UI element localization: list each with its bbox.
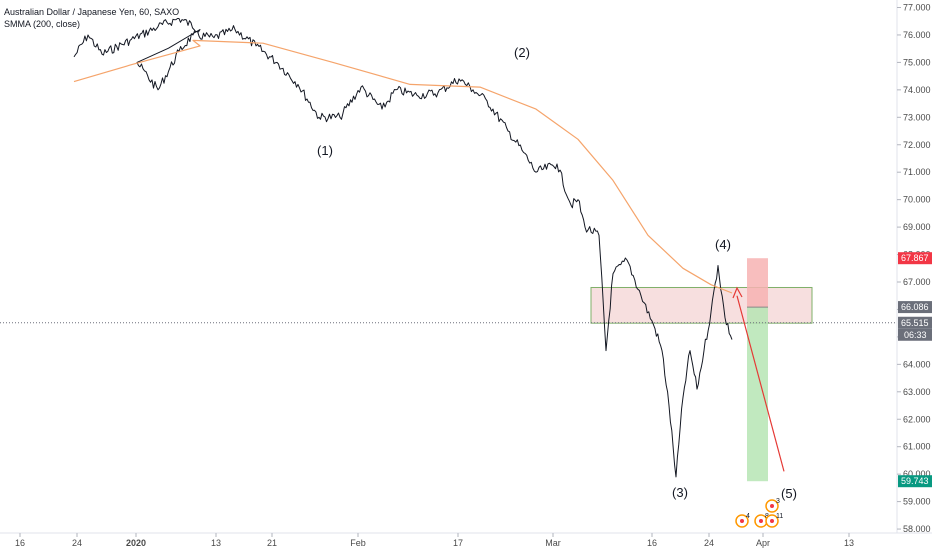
price-tag-bg [898, 252, 932, 265]
overlay-layer: (1) (2) (3) (4) (5) [0, 45, 897, 501]
y-tick-label: 73.000 [903, 112, 931, 122]
y-tick-label: 75.000 [903, 57, 931, 67]
price-tag-text: 66.086 [901, 302, 929, 312]
x-tick-label: 13 [211, 538, 221, 548]
y-tick-label: 71.000 [903, 167, 931, 177]
y-tick-label: 60.000 [903, 469, 931, 479]
wave-label: (1) [317, 143, 333, 158]
stop-loss-zone [747, 258, 768, 308]
price-axis[interactable]: 77.000 76.000 75.000 74.000 73.000 72.000 71.0… [897, 3, 931, 535]
countdown-tag-text: 06:33 [904, 330, 927, 340]
indicator-label: SMMA (200, close) [4, 19, 81, 29]
x-tick-label: 21 [267, 538, 277, 548]
wave-label: (5) [781, 486, 797, 501]
event-count-label: 11 [776, 513, 783, 520]
event-marker-dot [770, 519, 774, 523]
countdown-tag-bg [898, 328, 932, 341]
position-zones [590, 258, 813, 482]
x-tick-label: 16 [647, 538, 657, 548]
wave-label: (4) [715, 237, 731, 252]
wave-label: (2) [514, 45, 530, 60]
y-tick-label: 59.000 [903, 497, 931, 507]
price-series-line [73, 18, 733, 478]
x-tick-label: Mar [545, 538, 561, 548]
y-tick-label: 72.000 [903, 140, 931, 150]
projection-arrow-head [732, 286, 743, 299]
y-tick-label: 69.000 [903, 222, 931, 232]
price-tag-text: 67.867 [901, 253, 929, 263]
entry-zone-box [590, 286, 813, 324]
price-tag-text: 65.515 [901, 318, 929, 328]
x-tick-label: 13 [844, 538, 854, 548]
event-count-label: 3 [776, 498, 780, 505]
chart-header: Australian Dollar / Japanese Yen, 60, SA… [4, 6, 179, 30]
time-axis[interactable]: 16 24 2020 13 21 Feb 17 Mar 16 24 Apr 13 [15, 533, 854, 548]
symbol-title: Australian Dollar / Japanese Yen, 60, SA… [4, 7, 180, 17]
y-tick-label: 76.000 [903, 30, 931, 40]
y-tick-label: 74.000 [903, 85, 931, 95]
x-tick-label: 2020 [126, 538, 146, 548]
price-tag-bg [898, 301, 932, 314]
wave-label: (3) [672, 485, 688, 500]
x-tick-label: 24 [704, 538, 714, 548]
smma-series-line [73, 39, 733, 294]
x-tick-label: 16 [15, 538, 25, 548]
y-tick-label: 77.000 [903, 3, 931, 13]
y-tick-label: 62.000 [903, 414, 931, 424]
x-tick-label: Apr [756, 538, 770, 548]
y-tick-label: 61.000 [903, 442, 931, 452]
price-tag-bg [898, 316, 932, 329]
price-tags: 67.867 66.086 65.515 06:33 59.743 [898, 252, 932, 488]
y-tick-label: 64.000 [903, 359, 931, 369]
price-tag-text: 59.743 [901, 476, 929, 486]
x-tick-label: 24 [72, 538, 82, 548]
price-tag-bg [898, 475, 932, 488]
event-marker-dot [770, 504, 774, 508]
x-tick-label: Feb [350, 538, 366, 548]
y-tick-label: 63.000 [903, 387, 931, 397]
y-tick-label: 67.000 [903, 277, 931, 287]
y-tick-label: 58.000 [903, 524, 931, 534]
event-count-label: 4 [746, 513, 750, 520]
y-tick-label: 70.000 [903, 195, 931, 205]
x-tick-label: 17 [453, 538, 463, 548]
event-marker-dot [740, 519, 744, 523]
take-profit-zone [747, 307, 768, 482]
projection-arrow-line [736, 295, 785, 472]
series-layer [73, 18, 733, 478]
event-marker-dot [759, 519, 763, 523]
